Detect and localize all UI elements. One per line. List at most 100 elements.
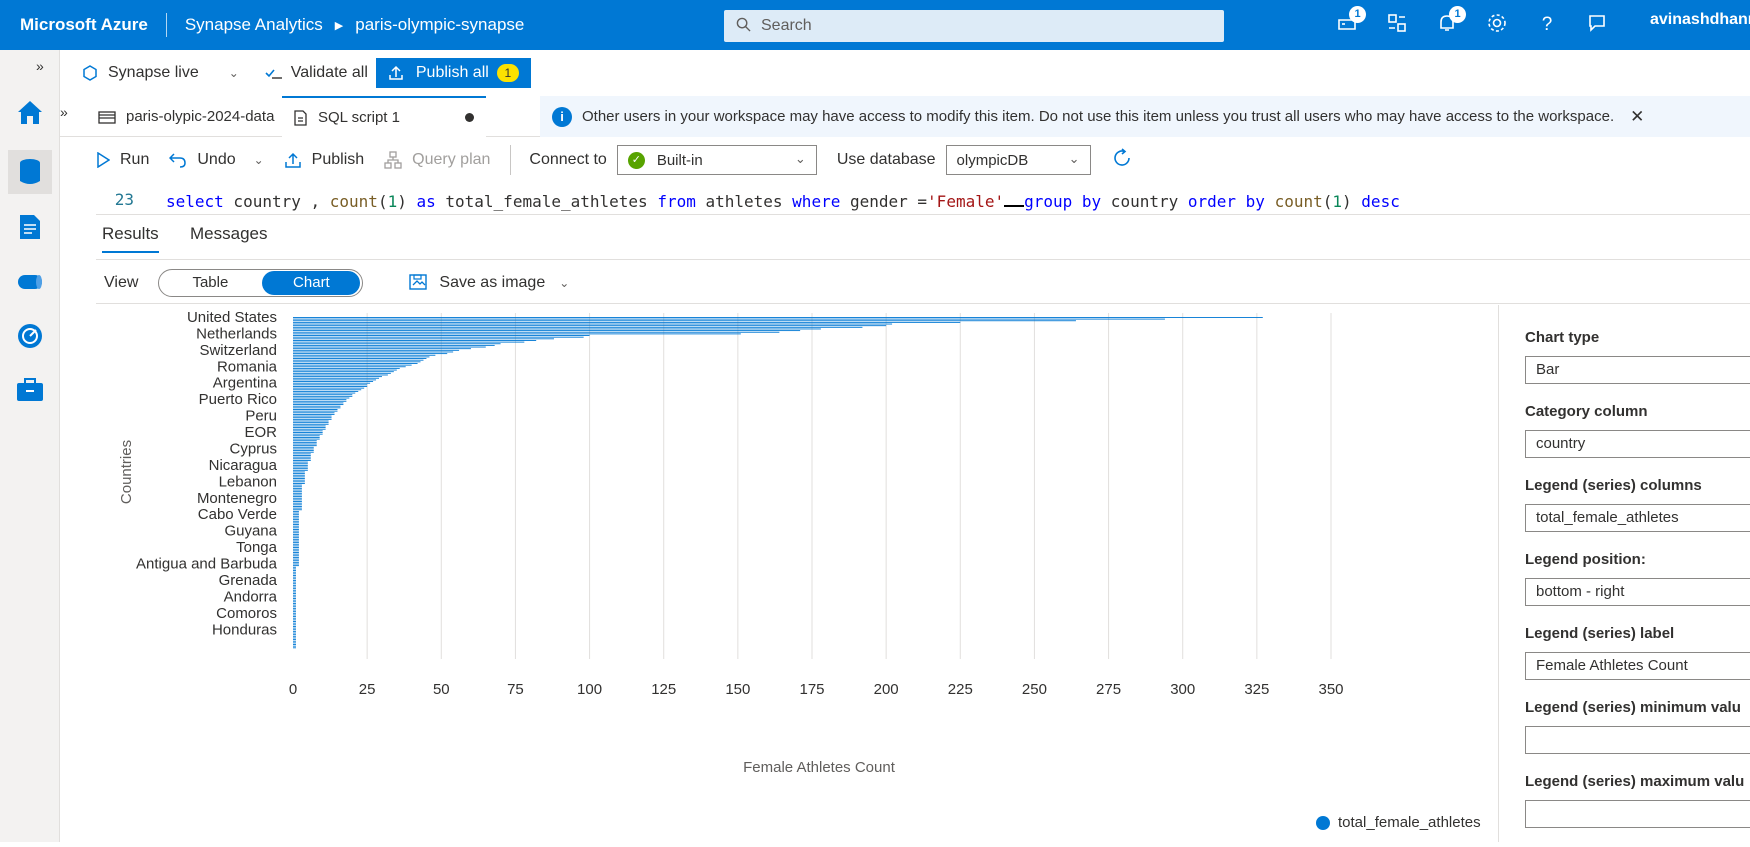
bar[interactable] [293, 625, 296, 627]
bar[interactable] [293, 446, 314, 448]
bar[interactable] [293, 497, 302, 499]
bar[interactable] [293, 543, 299, 545]
bar[interactable] [293, 402, 344, 404]
publish-button[interactable]: Publish [284, 151, 364, 169]
bar[interactable] [293, 501, 302, 502]
bar[interactable] [293, 428, 326, 430]
close-icon[interactable]: ✕ [1630, 106, 1645, 126]
bar[interactable] [293, 425, 326, 427]
legend-position-select[interactable]: bottom - right [1525, 578, 1750, 606]
bar[interactable] [293, 583, 296, 585]
bar[interactable] [293, 412, 335, 414]
bar[interactable] [293, 318, 1165, 320]
bar[interactable] [293, 346, 486, 348]
bar[interactable] [293, 491, 302, 493]
bar[interactable] [293, 392, 356, 394]
bar[interactable] [293, 624, 296, 626]
bar[interactable] [293, 458, 311, 460]
bar[interactable] [293, 407, 341, 409]
mode-selector[interactable]: Synapse live ⌄ [82, 64, 239, 82]
bar[interactable] [293, 483, 305, 484]
legend-min-input[interactable] [1525, 726, 1750, 754]
bar[interactable] [293, 606, 296, 608]
bar[interactable] [293, 367, 400, 369]
bar[interactable] [293, 468, 308, 470]
bar[interactable] [293, 575, 296, 576]
bar[interactable] [293, 418, 332, 420]
bar[interactable] [293, 591, 296, 593]
bar[interactable] [293, 461, 308, 463]
bar[interactable] [293, 397, 350, 399]
bar[interactable] [293, 476, 305, 478]
bar[interactable] [293, 336, 584, 338]
database-select[interactable]: olympicDB ⌄ [945, 145, 1091, 175]
bar[interactable] [293, 351, 454, 353]
bar[interactable] [293, 519, 299, 521]
bar[interactable] [293, 611, 296, 613]
bar[interactable] [293, 601, 296, 603]
bar[interactable] [293, 607, 296, 609]
bar[interactable] [293, 565, 299, 567]
bar[interactable] [293, 463, 308, 465]
bar[interactable] [293, 584, 296, 586]
publish-all-button[interactable]: Publish all 1 [375, 58, 531, 88]
bar[interactable] [293, 390, 359, 392]
bar[interactable] [293, 417, 332, 419]
bar[interactable] [293, 479, 305, 481]
bar[interactable] [293, 509, 302, 511]
cloud-shell-icon[interactable]: 1 [1334, 6, 1366, 38]
user-account[interactable]: avinashdhann [1650, 11, 1750, 28]
bar[interactable] [293, 358, 427, 359]
bar[interactable] [293, 619, 296, 621]
bar[interactable] [293, 443, 317, 445]
bar[interactable] [293, 361, 421, 363]
brand-title[interactable]: Microsoft Azure [20, 15, 148, 34]
data-hub-icon[interactable] [8, 150, 52, 194]
help-icon[interactable]: ? [1541, 14, 1553, 35]
bar[interactable] [293, 609, 296, 611]
bar[interactable] [293, 366, 406, 368]
bar[interactable] [293, 576, 296, 578]
bar[interactable] [293, 363, 418, 364]
bar[interactable] [293, 640, 296, 642]
bar[interactable] [293, 321, 961, 323]
bar[interactable] [293, 494, 302, 496]
bar[interactable] [293, 560, 299, 562]
bar[interactable] [293, 379, 377, 381]
chart-type-select[interactable]: Bar [1525, 356, 1750, 384]
bar[interactable] [293, 599, 296, 601]
bar[interactable] [293, 478, 305, 479]
bar[interactable] [293, 612, 296, 614]
bar[interactable] [293, 456, 311, 458]
bar[interactable] [293, 440, 317, 442]
bar[interactable] [293, 540, 299, 542]
bar[interactable] [293, 450, 314, 452]
bar[interactable] [293, 376, 382, 378]
bar[interactable] [293, 344, 495, 346]
bar[interactable] [293, 354, 436, 356]
bar[interactable] [293, 537, 299, 539]
legend-columns-select[interactable]: total_female_athletes [1525, 504, 1750, 532]
bar[interactable] [293, 504, 302, 506]
bar[interactable] [293, 455, 311, 456]
bar[interactable] [293, 645, 296, 647]
bar[interactable] [293, 435, 320, 437]
bar[interactable] [293, 348, 471, 350]
bar[interactable] [293, 542, 299, 544]
bar[interactable] [293, 340, 537, 341]
bar[interactable] [293, 588, 296, 590]
bar[interactable] [293, 594, 296, 596]
bar[interactable] [293, 596, 296, 598]
bar[interactable] [293, 377, 380, 379]
category-column-select[interactable]: country [1525, 430, 1750, 458]
bar[interactable] [293, 566, 296, 568]
bar[interactable] [293, 423, 329, 425]
bar[interactable] [293, 629, 296, 631]
bar[interactable] [293, 555, 299, 557]
bar[interactable] [293, 386, 368, 387]
bar[interactable] [293, 369, 397, 371]
bar[interactable] [293, 384, 368, 386]
bar[interactable] [293, 632, 296, 634]
bar[interactable] [293, 510, 299, 512]
bar[interactable] [293, 578, 296, 580]
